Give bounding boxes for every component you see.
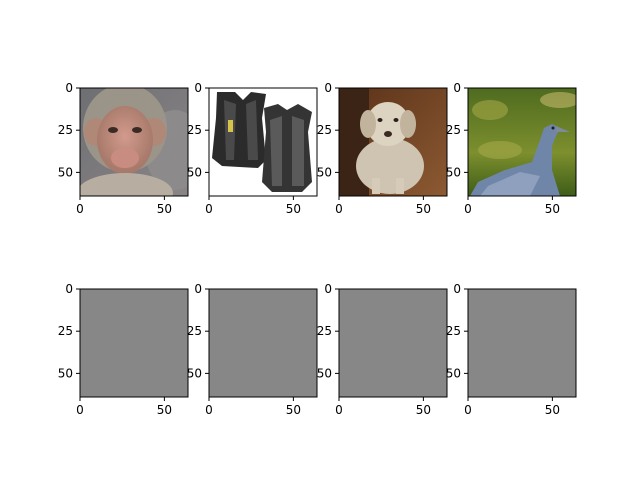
image-panel-5 — [80, 289, 188, 397]
image-panel-2 — [209, 88, 317, 196]
y-tick-label-4-0: 0 — [453, 81, 461, 95]
y-tick-label-4-1: 25 — [446, 123, 461, 137]
axes-frame-8 — [467, 288, 577, 398]
x-tick-label-4-1: 50 — [545, 202, 560, 216]
y-tick-label-7-0: 0 — [324, 282, 332, 296]
axes-layer: 0 50 0 25 50 0 50 0 25 50 0 50 0 25 50 0 50 0 25 50 0 50 0 25 50… — [58, 81, 577, 417]
x-tick-label-1-1: 50 — [157, 202, 172, 216]
image-panel-4 — [468, 88, 576, 196]
y-tick-label-6-1: 25 — [187, 324, 202, 338]
y-tick-label-1-1: 25 — [58, 123, 73, 137]
x-tick-label-8-0: 0 — [464, 403, 472, 417]
y-tick-label-7-2: 50 — [317, 366, 332, 380]
y-tick-label-1-0: 0 — [65, 81, 73, 95]
x-tick-label-2-1: 50 — [286, 202, 301, 216]
y-tick-label-3-1: 25 — [317, 123, 332, 137]
x-tick-label-6-0: 0 — [205, 403, 213, 417]
y-tick-label-6-0: 0 — [194, 282, 202, 296]
y-tick-label-5-2: 50 — [58, 366, 73, 380]
y-tick-label-8-2: 50 — [446, 366, 461, 380]
axes-frame-5 — [79, 288, 189, 398]
x-tick-label-5-0: 0 — [76, 403, 84, 417]
image-panel-1 — [80, 88, 188, 196]
y-tick-label-5-0: 0 — [65, 282, 73, 296]
x-tick-label-4-0: 0 — [464, 202, 472, 216]
image-panel-3 — [339, 88, 447, 196]
axes-frame-7 — [338, 288, 448, 398]
x-tick-label-8-1: 50 — [545, 403, 560, 417]
y-tick-label-6-2: 50 — [187, 366, 202, 380]
x-tick-label-2-0: 0 — [205, 202, 213, 216]
y-tick-label-8-0: 0 — [453, 282, 461, 296]
x-tick-label-1-0: 0 — [76, 202, 84, 216]
x-tick-label-3-1: 50 — [416, 202, 431, 216]
axes-frame-4 — [467, 87, 577, 197]
y-tick-label-1-2: 50 — [58, 165, 73, 179]
y-tick-label-2-1: 25 — [187, 123, 202, 137]
axes-frame-3 — [338, 87, 448, 197]
x-tick-label-7-1: 50 — [416, 403, 431, 417]
axes-frame-2 — [208, 87, 318, 197]
x-tick-label-3-0: 0 — [335, 202, 343, 216]
x-tick-label-6-1: 50 — [286, 403, 301, 417]
y-tick-label-2-0: 0 — [194, 81, 202, 95]
y-tick-label-4-2: 50 — [446, 165, 461, 179]
y-tick-label-3-0: 0 — [324, 81, 332, 95]
axes-frame-1 — [79, 87, 189, 197]
y-tick-label-5-1: 25 — [58, 324, 73, 338]
x-tick-label-5-1: 50 — [157, 403, 172, 417]
image-panel-6 — [209, 289, 317, 397]
image-panel-7 — [339, 289, 447, 397]
image-panel-8 — [468, 289, 576, 397]
y-tick-label-8-1: 25 — [446, 324, 461, 338]
axes-frame-6 — [208, 288, 318, 398]
y-tick-label-7-1: 25 — [317, 324, 332, 338]
y-tick-label-3-2: 50 — [317, 165, 332, 179]
y-tick-label-2-2: 50 — [187, 165, 202, 179]
x-tick-label-7-0: 0 — [335, 403, 343, 417]
